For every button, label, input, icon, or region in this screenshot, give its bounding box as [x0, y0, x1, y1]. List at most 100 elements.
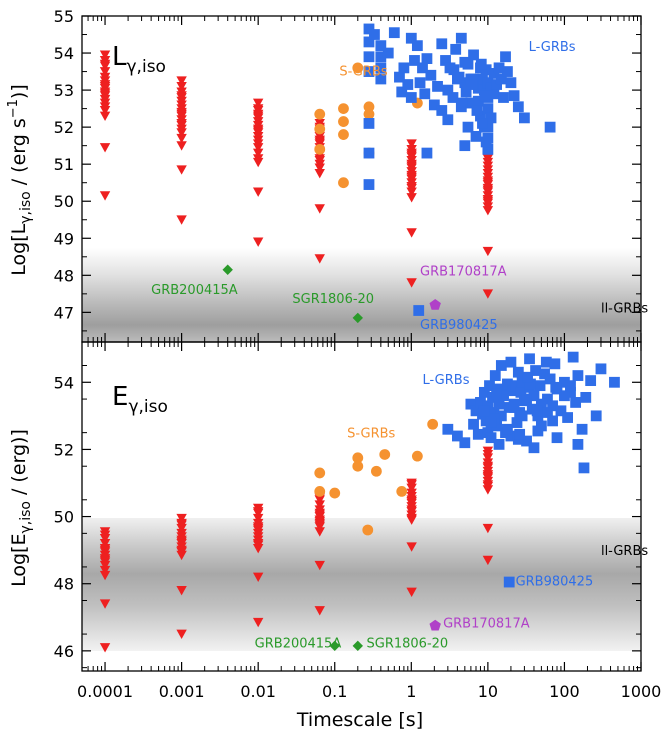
- upper-limit-point: [176, 133, 187, 144]
- s-grbs-point: [352, 62, 364, 74]
- l-grbs-point: [479, 90, 491, 102]
- s-grbs-point: [329, 487, 341, 499]
- upper-limit-point: [99, 643, 111, 653]
- l-grbs-point: [542, 393, 553, 405]
- l-grbs-point: [480, 64, 492, 76]
- y-tick-label: 48: [54, 575, 74, 594]
- upper-limit-point: [406, 480, 417, 490]
- upper-limit-point: [314, 606, 325, 616]
- upper-limit-point: [176, 629, 187, 640]
- l-grbs-point: [547, 415, 558, 427]
- y-tick-label: 54: [54, 44, 74, 63]
- upper-limit-point: [99, 50, 111, 60]
- annotation-grb170817a: GRB170817A: [443, 616, 530, 631]
- upper-limit-point: [314, 500, 325, 510]
- l-grbs-point: [549, 358, 561, 370]
- l-grbs-point: [388, 27, 400, 39]
- l-grbs-point: [448, 64, 460, 76]
- annotation-grb170817a: GRB170817A: [420, 264, 507, 279]
- l-grbs-point: [440, 55, 451, 66]
- s-grbs-point: [411, 450, 423, 462]
- sgr1806-20-point: [352, 312, 363, 324]
- upper-limit-point: [252, 539, 264, 549]
- l-grbs-point: [442, 114, 454, 126]
- upper-limit-point: [482, 206, 494, 216]
- upper-limit-point: [176, 586, 187, 596]
- upper-limit-point: [406, 139, 417, 149]
- x-tick-label: 1000: [621, 682, 662, 701]
- l-grbs-point: [468, 418, 479, 430]
- l-grbs-point: [453, 71, 465, 83]
- upper-limit-point: [176, 109, 187, 120]
- l-grbs-point: [508, 90, 520, 102]
- l-grbs-point: [482, 121, 494, 133]
- l-grbs-point: [482, 143, 494, 155]
- x-tick-label: 0.01: [240, 682, 276, 701]
- l-grbs-point: [462, 121, 474, 133]
- upper-limit-point: [406, 228, 417, 238]
- s-grbs-point: [363, 108, 375, 120]
- annotations-bottom: S-GRBs L-GRBs GRB200415A SGR1806-20 GRB17081…: [255, 373, 649, 652]
- plot-marks-bottom: [99, 351, 620, 653]
- upper-limit-point: [314, 510, 325, 520]
- panel-label-top: Lγ,iso: [112, 42, 166, 77]
- l-grbs-point: [485, 82, 497, 94]
- upper-limit-point: [252, 143, 264, 153]
- band-ll-grbs-bottom: [82, 518, 641, 651]
- l-grbs-point: [572, 370, 584, 381]
- upper-limit-point: [406, 193, 417, 203]
- upper-limit-point: [252, 126, 264, 136]
- l-grbs-point: [419, 88, 431, 100]
- l-grbs-point: [502, 66, 513, 77]
- l-grbs-point: [489, 370, 501, 381]
- y-tick-label: 46: [54, 642, 74, 661]
- upper-limit-point: [482, 185, 494, 196]
- l-grbs-point: [465, 398, 477, 410]
- grb170817a-point: [429, 619, 441, 631]
- upper-limit-point: [176, 520, 187, 530]
- upper-limit-point: [406, 161, 417, 171]
- l-grbs-point: [495, 410, 507, 422]
- annotation-grb200415a: GRB200415A: [151, 283, 238, 298]
- annotation-sgr1806-20: SGR1806-20: [367, 637, 449, 652]
- l-grbs-point: [512, 101, 524, 113]
- l-grbs-point: [559, 390, 570, 402]
- l-grbs-point: [375, 40, 387, 52]
- upper-limit-point: [406, 183, 417, 194]
- upper-limit-point: [99, 555, 111, 566]
- upper-limit-point: [176, 76, 187, 86]
- l-grbs-point: [478, 386, 490, 398]
- l-grbs-point: [405, 92, 417, 103]
- l-grbs-point: [512, 366, 524, 378]
- l-grbs-point: [498, 92, 509, 103]
- l-grbs-point: [488, 68, 500, 79]
- l-grbs-point: [578, 462, 590, 474]
- l-grbs-point: [485, 112, 497, 124]
- annotation-ll-grbs: ll-GRBs: [601, 544, 648, 559]
- upper-limit-point: [314, 156, 325, 166]
- upper-limit-point: [482, 246, 494, 257]
- upper-limit-point: [314, 163, 325, 173]
- l-grbs-point: [516, 410, 528, 422]
- l-grbs-point: [511, 417, 523, 428]
- s-grbs-point: [379, 449, 391, 460]
- l-grbs-point: [375, 73, 387, 85]
- l-grbs-point: [505, 77, 517, 89]
- x-tick-labels: 0.0001 0.001 0.01 0.1 1 10 100 1000: [77, 682, 661, 701]
- upper-limit-point: [406, 507, 417, 517]
- l-grbs-point: [459, 140, 471, 152]
- l-grbs-point: [493, 398, 505, 410]
- l-grbs-point: [508, 402, 520, 413]
- grb980425-point: [413, 305, 425, 316]
- upper-limit-point: [252, 544, 264, 554]
- upper-limit-point: [314, 560, 325, 571]
- upper-limit-point: [99, 111, 111, 121]
- y-tick-label: 51: [54, 155, 74, 174]
- l-grbs-point: [555, 405, 567, 417]
- upper-limit-point: [482, 178, 494, 188]
- l-grbs-point: [528, 390, 540, 402]
- l-grbs-point: [540, 356, 552, 368]
- upper-limit-point: [176, 120, 187, 131]
- x-tick-label: 1: [406, 682, 416, 701]
- upper-limit-point: [314, 204, 325, 214]
